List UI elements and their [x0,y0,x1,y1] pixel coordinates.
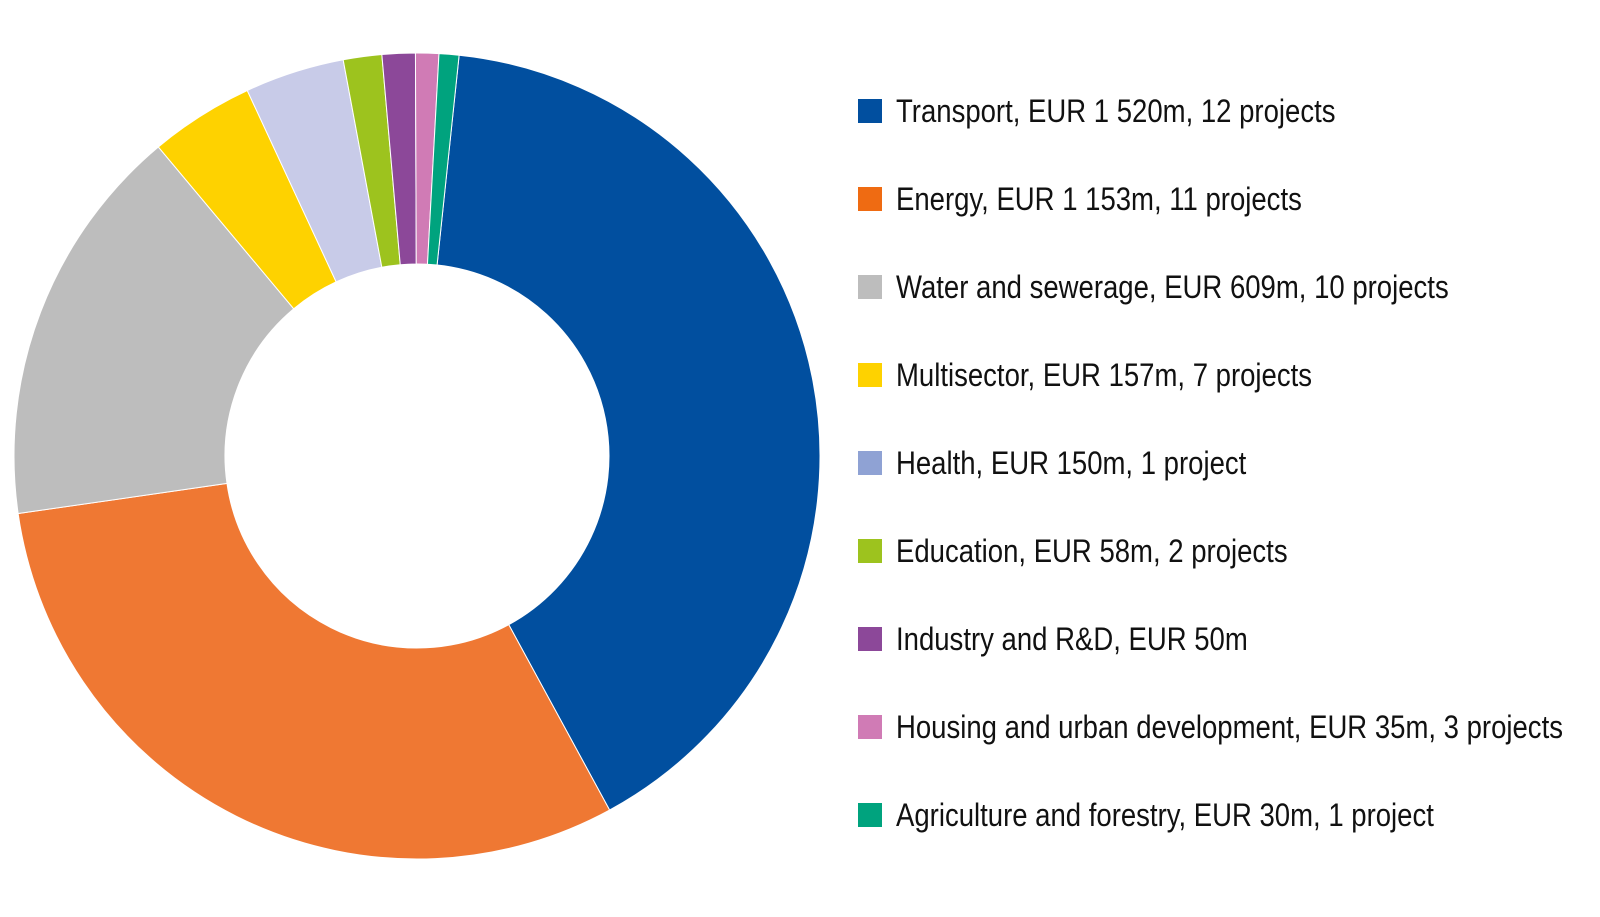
donut-chart [13,52,821,860]
legend-swatch [858,451,882,475]
donut-slices [13,52,821,860]
legend-label: Housing and urban development, EUR 35m, … [896,709,1563,745]
legend-swatch [858,715,882,739]
legend-label: Water and sewerage, EUR 609m, 10 project… [896,269,1449,305]
legend-swatch [858,275,882,299]
legend-swatch [858,539,882,563]
legend-item: Multisector, EUR 157m, 7 projects [858,348,1588,436]
legend-swatch [858,187,882,211]
donut-slice-9 [426,53,460,266]
legend-item: Housing and urban development, EUR 35m, … [858,700,1588,788]
donut-slice-1 [436,54,821,811]
legend-item: Energy, EUR 1 153m, 11 projects [858,172,1588,260]
donut-slice-3 [13,146,295,515]
legend-label: Agriculture and forestry, EUR 30m, 1 pro… [896,797,1434,833]
legend-label: Energy, EUR 1 153m, 11 projects [896,181,1302,217]
legend-item: Industry and R&D, EUR 50m [858,612,1588,700]
legend-item: Water and sewerage, EUR 609m, 10 project… [858,260,1588,348]
legend-item: Transport, EUR 1 520m, 12 projects [858,84,1588,172]
legend-label: Multisector, EUR 157m, 7 projects [896,357,1313,393]
legend-swatch [858,99,882,123]
legend-swatch [858,363,882,387]
legend-item: Education, EUR 58m, 2 projects [858,524,1588,612]
legend-item: Health, EUR 150m, 1 project [858,436,1588,524]
legend-label: Health, EUR 150m, 1 project [896,445,1247,481]
legend-label: Education, EUR 58m, 2 projects [896,533,1288,569]
legend-item: Agriculture and forestry, EUR 30m, 1 pro… [858,788,1588,876]
legend-swatch [858,627,882,651]
legend-label: Transport, EUR 1 520m, 12 projects [896,93,1336,129]
donut-slice-2 [17,482,611,860]
chart-legend: Transport, EUR 1 520m, 12 projects Energy… [858,84,1588,876]
legend-label: Industry and R&D, EUR 50m [896,621,1248,657]
legend-swatch [858,803,882,827]
